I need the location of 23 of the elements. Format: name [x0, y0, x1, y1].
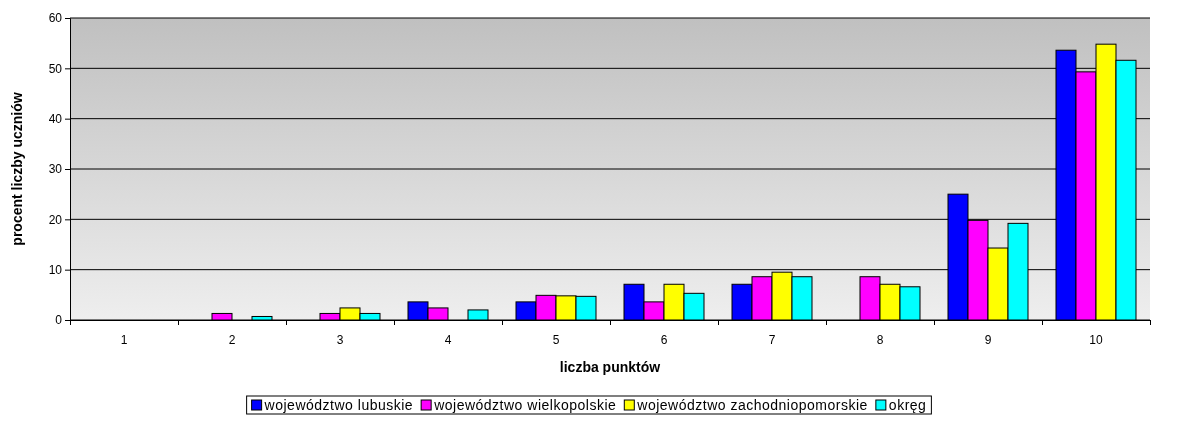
y-tick-label: 20 — [48, 212, 63, 227]
x-tick-label: 10 — [1089, 333, 1103, 347]
legend-label: województwo lubuskie — [263, 397, 414, 413]
x-tick-label: 4 — [444, 333, 452, 347]
x-tick-label: 7 — [768, 333, 776, 347]
legend-label: okręg — [888, 397, 927, 413]
y-tick-label: 50 — [48, 61, 63, 76]
x-tick-label: 9 — [984, 333, 992, 347]
y-tick-label: 40 — [48, 112, 63, 127]
x-tick-label: 1 — [120, 333, 128, 347]
x-tick-label: 5 — [552, 333, 560, 347]
y-tick-label: 30 — [48, 162, 63, 177]
y-axis-title: procent liczby uczniów — [9, 92, 25, 246]
y-tick-label: 60 — [48, 11, 63, 26]
y-tick-label: 10 — [48, 263, 63, 278]
legend-label: województwo zachodniopomorskie — [636, 397, 868, 413]
x-axis-title: liczba punktów — [559, 359, 661, 375]
legend-label: województwo wielkopolskie — [433, 397, 617, 413]
y-tick-label: 0 — [55, 313, 63, 328]
x-tick-label: 8 — [876, 333, 884, 347]
x-tick-label: 3 — [336, 333, 344, 347]
x-tick-label: 6 — [660, 333, 668, 347]
x-tick-label: 2 — [228, 333, 236, 347]
